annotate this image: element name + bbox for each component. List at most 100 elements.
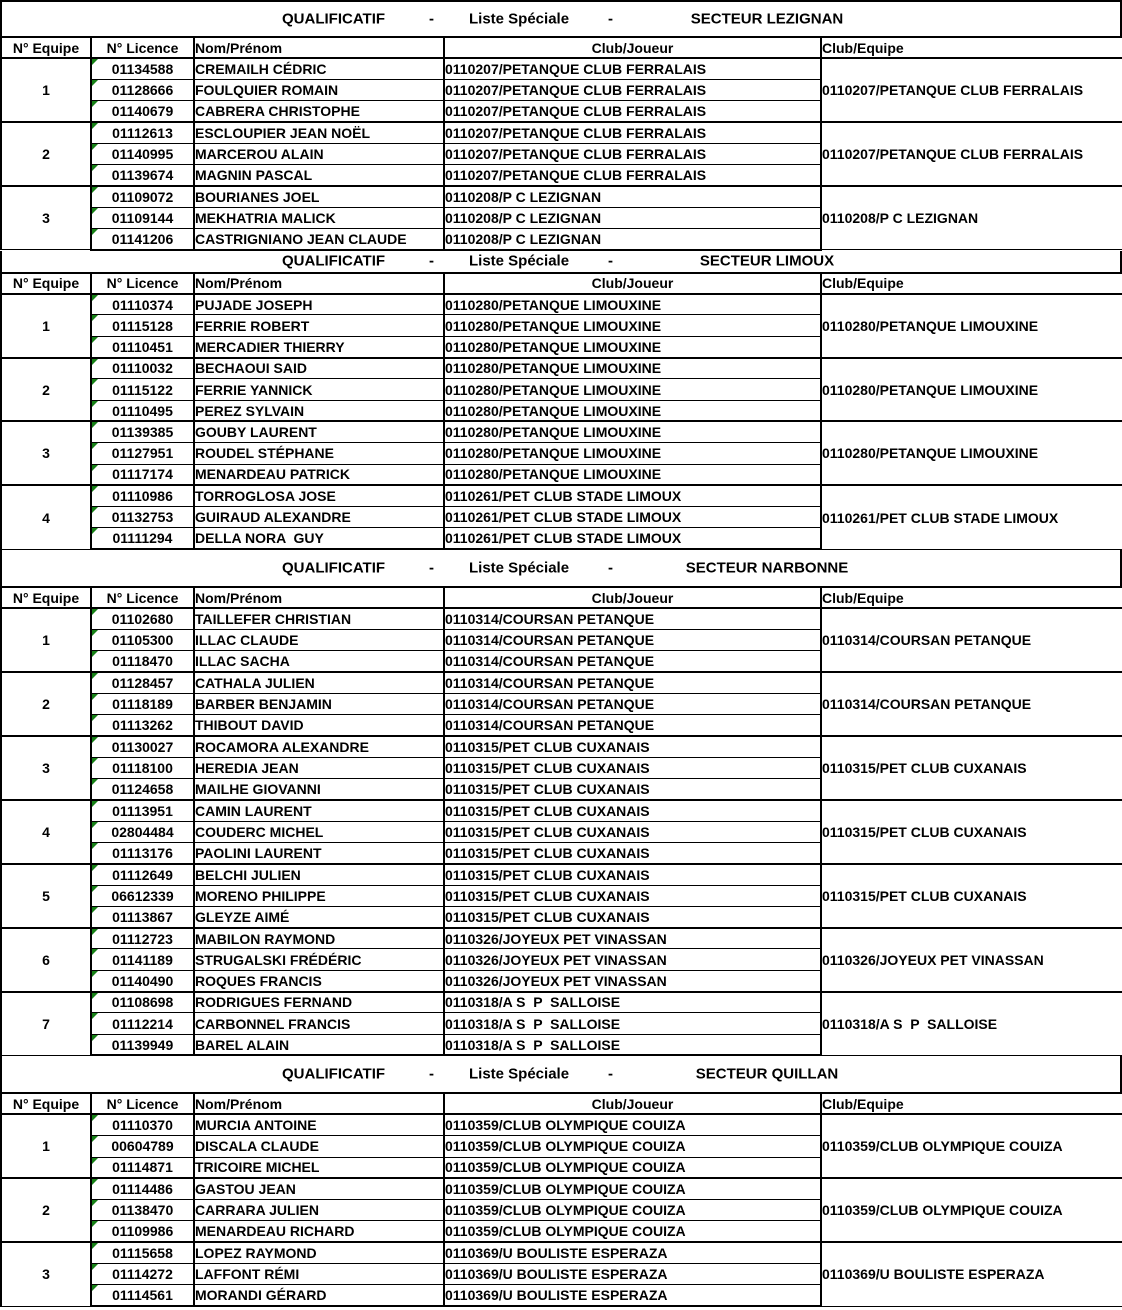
licence-cell: 01141189 xyxy=(90,948,195,971)
player-row: 1 01102680 TAILLEFER CHRISTIAN 0110314/COUR… xyxy=(0,607,1122,673)
qualificatif-section: QUALIFICATIF - Liste Spéciale - SECTEUR LIMO… xyxy=(0,250,1122,551)
team-club-cell: 0110261/PET CLUB STADE LIMOUX xyxy=(820,484,1122,550)
player-club-cell: 0110208/P C LEZIGNAN xyxy=(443,184,822,208)
team-club-cell: 0110280/PETANQUE LIMOUXINE xyxy=(820,420,1122,486)
licence-cell: 01114561 xyxy=(90,1284,195,1308)
licence-number: 01118100 xyxy=(112,759,173,776)
player-club-cell: 0110359/CLUB OLYMPIQUE COUIZA xyxy=(443,1220,822,1243)
player-row: 1 01110374 PUJADE JOSEPH 0110280/PETANQUE L… xyxy=(0,292,1122,359)
player-row: 01138470 CARRARA JULIEN 0110359/CLUB OLYMP… xyxy=(1,1199,1122,1222)
player-club-cell: 0110261/PET CLUB STADE LIMOUX xyxy=(443,484,822,508)
licence-cell: 01113176 xyxy=(90,841,195,865)
player-club-cell: 0110207/PETANQUE CLUB FERRALAIS xyxy=(443,120,822,144)
player-name-cell: GOUBY LAURENT xyxy=(193,420,445,444)
licence-cell: 01108698 xyxy=(90,990,195,1014)
team-number-cell: 7 xyxy=(0,990,92,1056)
team-club-cell: 0110369/U BOULISTE ESPERAZA xyxy=(820,1241,1122,1307)
player-name-cell: TRICOIRE MICHEL xyxy=(193,1156,445,1179)
error-indicator-triangle xyxy=(93,401,98,407)
column-header-club-equipe: Club/Equipe xyxy=(820,586,1122,610)
licence-number: 01112723 xyxy=(112,930,173,947)
licence-cell: 01112613 xyxy=(90,120,195,144)
player-name-cell: BECHAOUI SAID xyxy=(193,356,445,380)
player-row: 01140679 CABRERA CHRISTOPHE 0110207/PETANQ… xyxy=(1,100,1122,123)
error-indicator-triangle xyxy=(93,528,98,535)
title-separator: - xyxy=(429,1065,434,1083)
player-name-cell: MENARDEAU PATRICK xyxy=(193,463,445,486)
player-name-cell: MEKHATRIA MALICK xyxy=(193,206,445,229)
team-number-cell: 2 xyxy=(0,671,92,737)
error-indicator-triangle xyxy=(93,822,98,828)
team-club-cell: 0110280/PETANQUE LIMOUXINE xyxy=(820,292,1122,359)
licence-cell: 01111294 xyxy=(90,527,195,551)
player-row: 01139949 BAREL ALAIN 0110318/A S P SALLOIS… xyxy=(1,1033,1122,1057)
player-name-cell: CATHALA JULIEN xyxy=(193,671,445,694)
team-club-cell: 0110315/PET CLUB CUXANAIS xyxy=(820,735,1122,801)
licence-cell: 01118189 xyxy=(90,692,195,716)
licence-number: 01110451 xyxy=(112,338,173,355)
licence-cell: 01118470 xyxy=(90,650,195,673)
player-row: 01111294 DELLA NORA GUY 0110261/PET CLUB S… xyxy=(1,527,1122,551)
player-club-cell: 0110315/PET CLUB CUXANAIS xyxy=(443,756,822,780)
player-row: 01109144 MEKHATRIA MALICK 0110208/P C LEZI… xyxy=(1,206,1122,229)
licence-number: 01112613 xyxy=(112,124,173,141)
licence-cell: 01128457 xyxy=(90,671,195,694)
player-club-cell: 0110369/U BOULISTE ESPERAZA xyxy=(443,1241,822,1265)
team-number-cell: 6 xyxy=(0,926,92,993)
title-separator: - xyxy=(608,1065,613,1083)
player-name-cell: RODRIGUES FERNAND xyxy=(193,990,445,1014)
player-club-cell: 0110359/CLUB OLYMPIQUE COUIZA xyxy=(443,1135,822,1158)
qualificatif-section: QUALIFICATIF - Liste Spéciale - SECTEUR LEZI… xyxy=(0,0,1122,251)
licence-cell: 06612339 xyxy=(90,884,195,907)
player-name-cell: CARRARA JULIEN xyxy=(193,1199,445,1222)
team-number-cell: 2 xyxy=(0,1177,92,1243)
licence-cell: 01141206 xyxy=(90,227,195,251)
licence-number: 01140679 xyxy=(111,102,174,119)
licence-cell: 01112649 xyxy=(90,862,195,886)
column-header-club-joueur: Club/Joueur xyxy=(443,1092,822,1116)
player-row: 3 01115658 LOPEZ RAYMOND 0110369/U BOULISTE… xyxy=(0,1241,1122,1307)
licence-number: 06612339 xyxy=(111,887,174,904)
player-club-cell: 0110207/PETANQUE CLUB FERRALAIS xyxy=(443,56,822,80)
player-row: 1 01134588 CREMAILH CÉDRIC 0110207/PETANQUE… xyxy=(0,56,1122,123)
secteur-label: SECTEUR LEZIGNAN xyxy=(690,10,844,28)
team-club-cell: 0110315/PET CLUB CUXANAIS xyxy=(820,862,1122,929)
player-club-cell: 0110280/PETANQUE LIMOUXINE xyxy=(443,442,822,465)
team-number-cell: 1 xyxy=(0,607,92,673)
licence-number: 01132753 xyxy=(111,509,174,526)
player-row: 2 01110032 BECHAOUI SAID 0110280/PETANQUE L… xyxy=(0,356,1122,422)
licence-number: 01113867 xyxy=(112,908,173,925)
licence-cell: 00604789 xyxy=(90,1135,195,1158)
player-row: 01127951 ROUDEL STÉPHANE 0110280/PETANQUE … xyxy=(1,442,1122,465)
licence-number: 01128457 xyxy=(111,675,174,692)
licence-cell: 01109072 xyxy=(90,184,195,208)
licence-number: 01111294 xyxy=(112,530,173,547)
player-name-cell: BOURIANES JOEL xyxy=(193,184,445,208)
licence-cell: 01113262 xyxy=(90,714,195,737)
error-indicator-triangle xyxy=(93,993,98,999)
licence-cell: 01134588 xyxy=(90,56,195,80)
team-club-cell: 0110318/A S P SALLOISE xyxy=(820,990,1122,1056)
error-indicator-triangle xyxy=(93,1200,98,1207)
player-club-cell: 0110280/PETANQUE LIMOUXINE xyxy=(443,420,822,444)
licence-number: 01139385 xyxy=(111,424,174,441)
licence-cell: 01127951 xyxy=(90,442,195,465)
error-indicator-triangle xyxy=(93,630,98,637)
team-club-cell: 0110314/COURSAN PETANQUE xyxy=(820,671,1122,737)
licence-number: 01128666 xyxy=(111,81,174,98)
player-name-cell: TAILLEFER CHRISTIAN xyxy=(193,607,445,631)
player-row: 3 01130027 ROCAMORA ALEXANDRE 0110315/PET C… xyxy=(0,735,1122,801)
player-name-cell: MORANDI GÉRARD xyxy=(193,1284,445,1308)
qualificatif-label: QUALIFICATIF xyxy=(282,252,386,270)
licence-number: 01139674 xyxy=(111,166,174,183)
column-header-licence: N° Licence xyxy=(90,586,195,610)
licence-cell: 01114272 xyxy=(90,1263,195,1286)
licence-cell: 01112723 xyxy=(90,926,195,950)
licence-cell: 01139385 xyxy=(90,420,195,444)
error-indicator-triangle xyxy=(93,1158,98,1164)
column-header-equipe: N° Equipe xyxy=(0,1092,92,1116)
licence-cell: 01132753 xyxy=(90,506,195,529)
licence-number: 01140995 xyxy=(111,145,174,162)
error-indicator-triangle xyxy=(93,738,98,744)
licence-cell: 01115122 xyxy=(90,378,195,401)
